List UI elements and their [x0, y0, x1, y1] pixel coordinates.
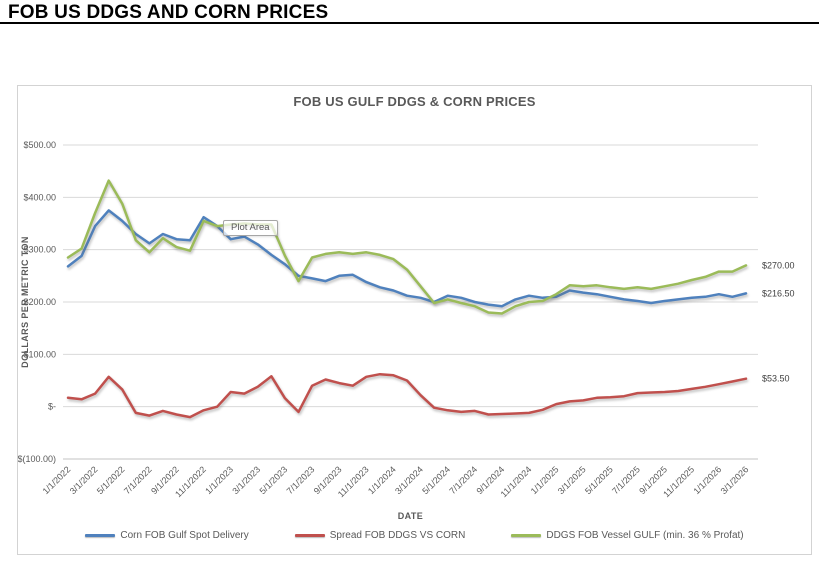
- y-axis-tick-label: $-: [48, 402, 56, 412]
- x-axis-tick-label: 5/1/2025: [583, 464, 615, 496]
- ddgs-series-line: [66, 179, 748, 315]
- x-axis-tick-label: 5/1/2024: [420, 464, 452, 496]
- y-axis-tick-label: $(100.00): [18, 454, 56, 464]
- corn-series-line: [66, 209, 748, 308]
- x-axis-title: DATE: [398, 511, 423, 521]
- x-axis-tick-label: 1/1/2022: [41, 464, 73, 496]
- x-axis-tick-label: 3/1/2023: [230, 464, 262, 496]
- x-axis-tick-label: 5/1/2022: [95, 464, 127, 496]
- x-axis-tick-label: 1/1/2026: [691, 464, 723, 496]
- x-axis-tick-label: 7/1/2025: [610, 464, 642, 496]
- page-title: FOB US DDGS AND CORN PRICES: [8, 2, 329, 23]
- x-axis-tick-label: 7/1/2022: [122, 464, 154, 496]
- x-axis-tick-label: 7/1/2024: [447, 464, 479, 496]
- y-axis-tick-label: $300.00: [23, 245, 56, 255]
- y-axis-title: DOLLARS PER METRIC TON: [20, 236, 30, 368]
- y-axis-tick-label: $500.00: [23, 140, 56, 150]
- price-chart-plot[interactable]: $500.00 $400.00 $300.00 $200.00 $100.00 $- $(1…: [18, 86, 813, 556]
- legend-label: DDGS FOB Vessel GULF (min. 36 % Profat): [546, 530, 744, 541]
- x-axis-tick-label: 1/1/2025: [529, 464, 561, 496]
- y-axis-tick-label: $400.00: [23, 192, 56, 202]
- legend-label: Corn FOB Gulf Spot Delivery: [120, 530, 249, 541]
- x-axis-tick-label: 7/1/2023: [285, 464, 317, 496]
- legend-label: Spread FOB DDGS VS CORN: [329, 530, 466, 541]
- header-divider: [0, 22, 819, 24]
- chart-title: FOB US GULF DDGS & CORN PRICES: [293, 94, 536, 109]
- legend-item[interactable]: Spread FOB DDGS VS CORN: [294, 530, 466, 541]
- legend-line-swatch: [85, 534, 116, 537]
- x-axis-tick-label: 5/1/2023: [258, 464, 290, 496]
- series-end-value-label: $216.50: [762, 288, 795, 298]
- x-axis-tick-label: 3/1/2022: [68, 464, 100, 496]
- series-end-value-label: $53.50: [762, 374, 790, 384]
- x-axis-tick-label: 3/1/2026: [719, 464, 751, 496]
- x-axis-tick-label: 1/1/2024: [366, 464, 398, 496]
- series-end-value-label: $270.00: [762, 260, 795, 270]
- legend-line-swatch: [294, 534, 325, 537]
- x-axis-tick-label: 3/1/2024: [393, 464, 425, 496]
- chart-frame[interactable]: FOB US GULF DDGS & CORN PRICES $500.00 $4…: [17, 85, 812, 555]
- x-axis-tick-label: 1/1/2023: [203, 464, 235, 496]
- y-axis-tick-label: $100.00: [23, 349, 56, 359]
- legend-item[interactable]: Corn FOB Gulf Spot Delivery: [85, 530, 249, 541]
- chart-legend: Corn FOB Gulf Spot Delivery Spread FOB DD…: [18, 530, 811, 541]
- y-axis-tick-label: $200.00: [23, 297, 56, 307]
- x-axis-tick-label: 3/1/2025: [556, 464, 588, 496]
- legend-item[interactable]: DDGS FOB Vessel GULF (min. 36 % Profat): [511, 530, 744, 541]
- spread-series-line: [66, 372, 748, 419]
- legend-line-swatch: [511, 534, 542, 537]
- plot-area-tooltip: Plot Area: [223, 220, 278, 236]
